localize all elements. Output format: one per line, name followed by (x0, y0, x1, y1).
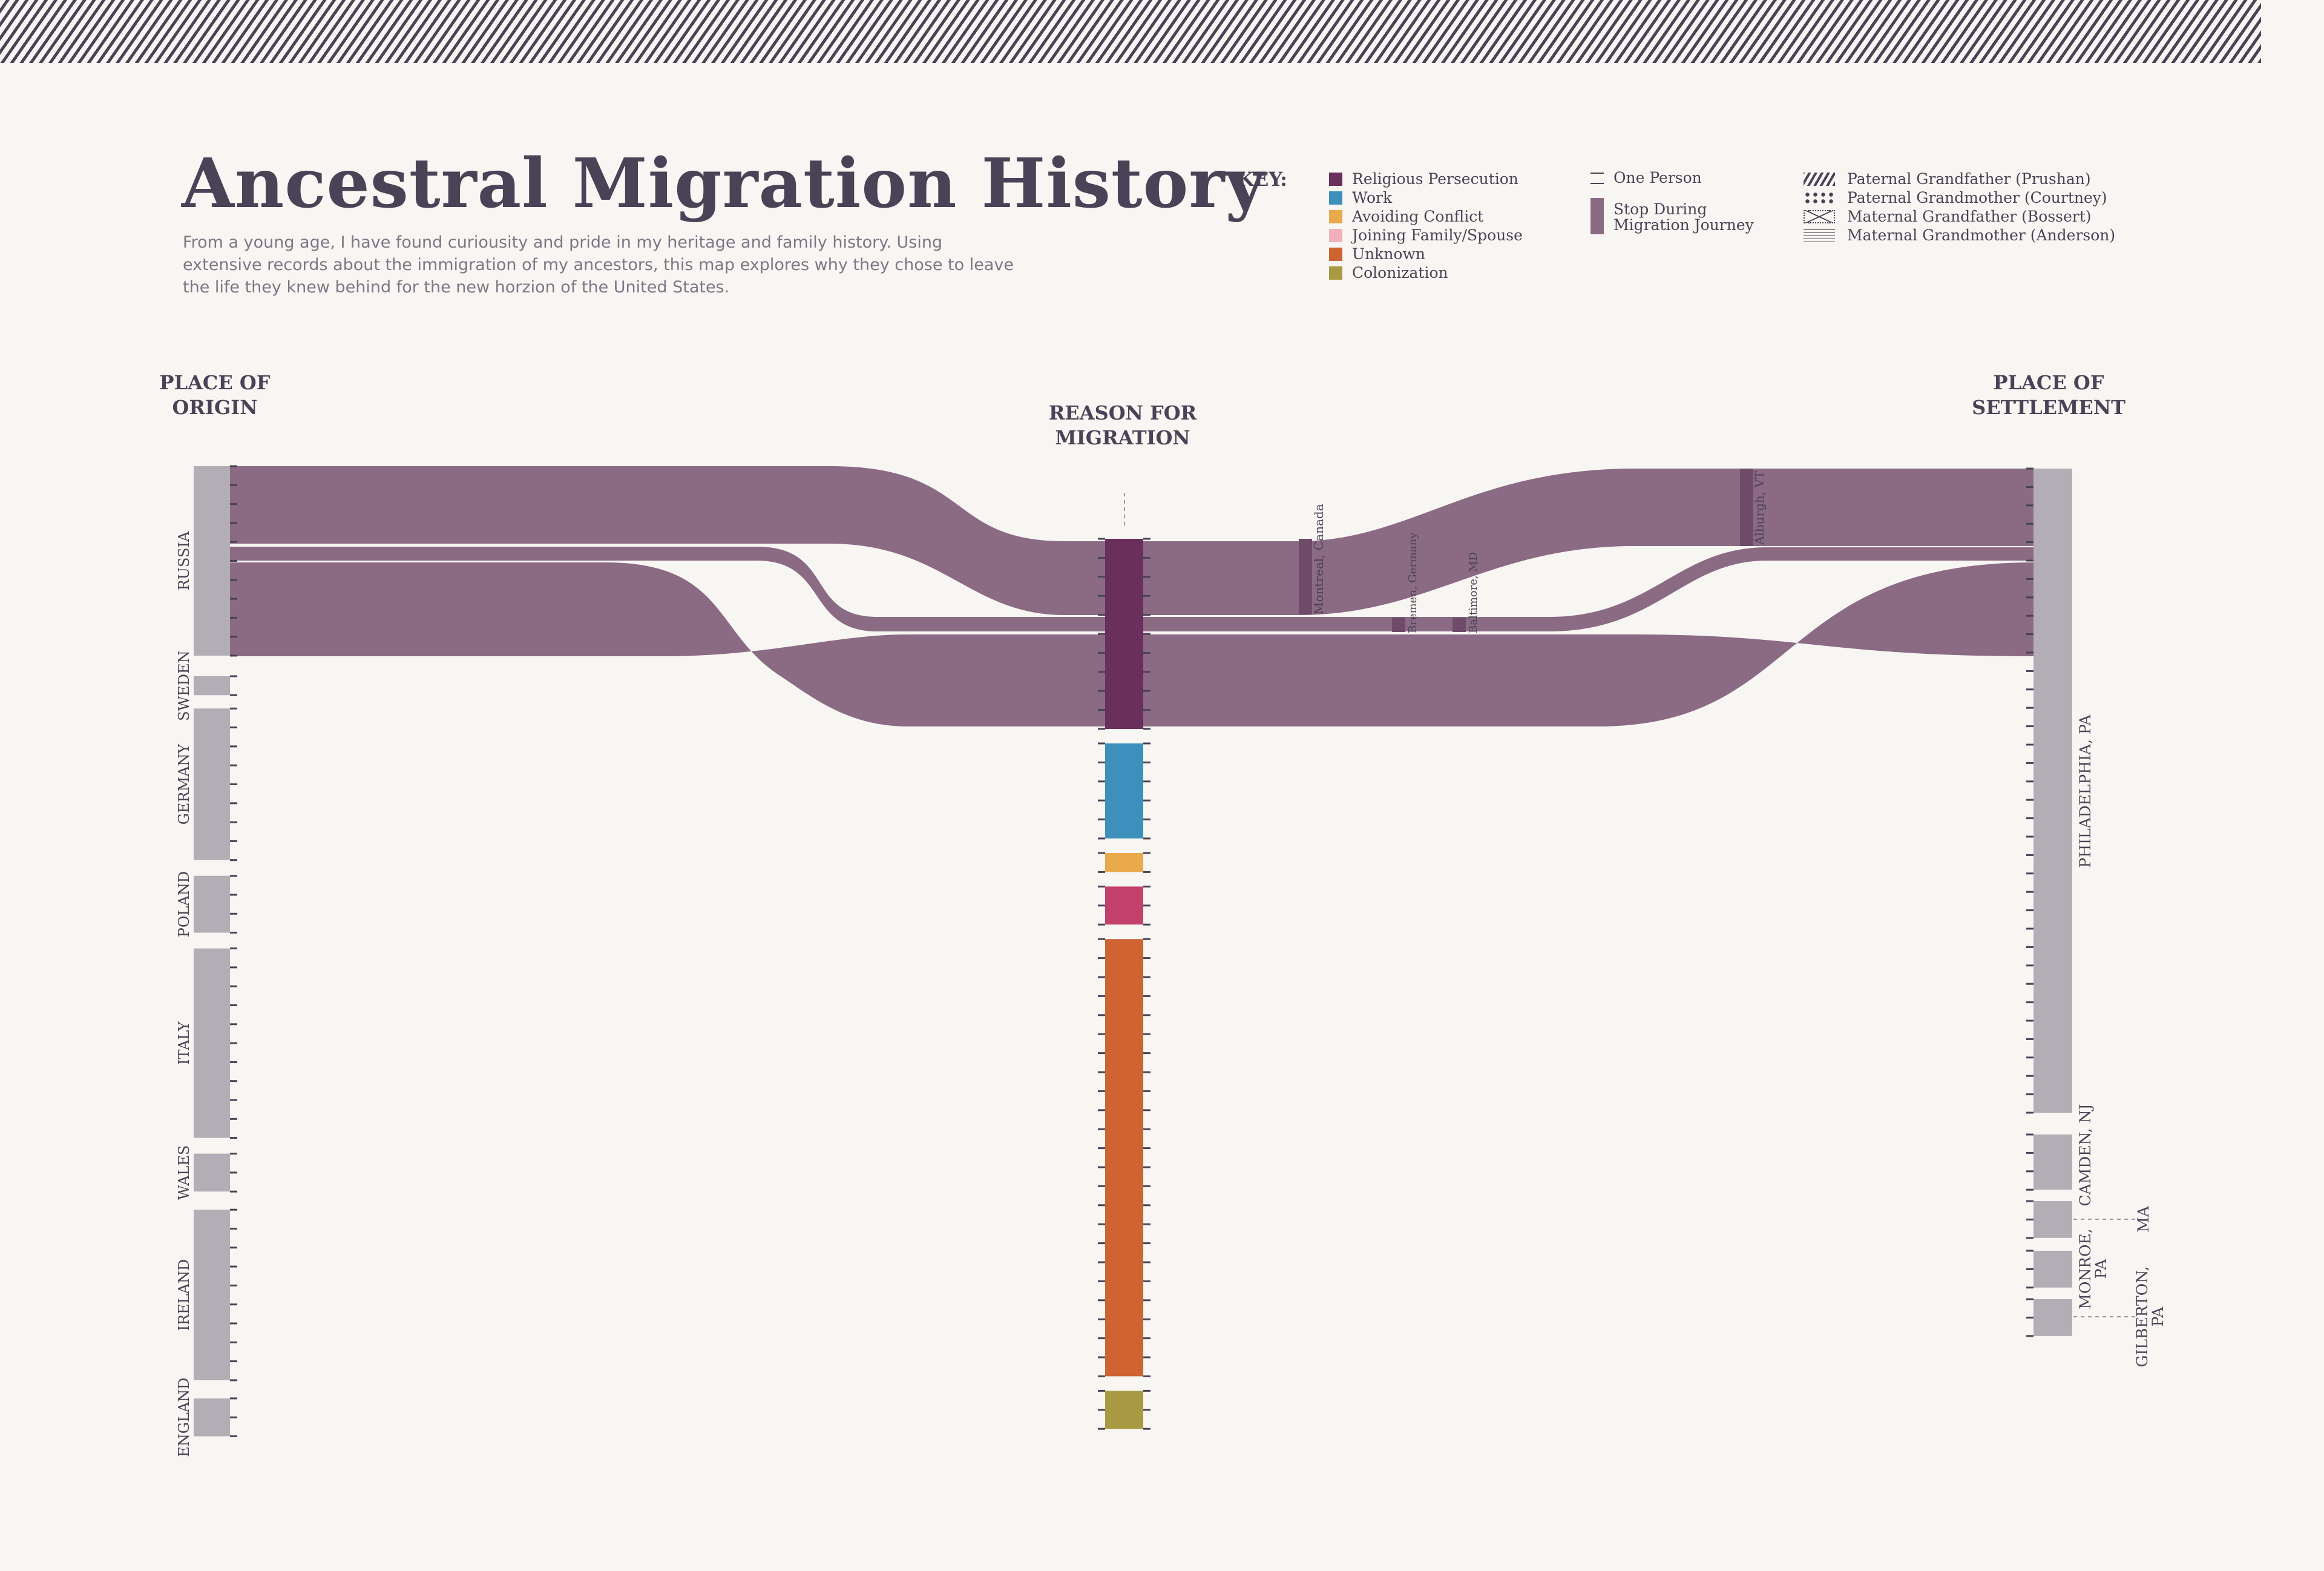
settlement-node-monroe-pa (2034, 1251, 2072, 1288)
legend-label: Avoiding Conflict (1352, 208, 1484, 225)
diagonal-stripes-icon (1804, 172, 1835, 186)
legend-item-colonization: Colonization (1329, 263, 1523, 282)
reason-node-religious-persecution (1105, 539, 1143, 729)
legend-label: Stop During Migration Journey (1613, 200, 1754, 234)
tick-icon (1590, 171, 1604, 185)
label-line: PA (2092, 1259, 2110, 1279)
legend-item-work: Work (1329, 188, 1523, 207)
origin-label-sweden: SWEDEN (176, 650, 192, 720)
legend-item-paternal-grandfather: Paternal Grandfather (Prushan) (1804, 170, 2115, 188)
origin-label-england: ENGLAND (176, 1378, 192, 1457)
settlement-node-philadelphia-pa (2034, 469, 2072, 1113)
reason-node-unknown (1105, 939, 1143, 1377)
origin-label-germany: GERMANY (176, 743, 192, 825)
legend-label: Maternal Grandfather (Bossert) (1847, 208, 2092, 225)
legend-item-one-person: One Person (1590, 168, 1759, 187)
settlement-label-monroe: MONROE,PA (2076, 1228, 2110, 1309)
legend-label: Work (1352, 189, 1393, 206)
horizontal-lines-icon (1804, 228, 1835, 242)
legend-item-paternal-grandmother: Paternal Grandmother (Courtney) (1804, 188, 2115, 207)
legend-item-unknown: Unknown (1329, 245, 1523, 263)
legend-marks: One Person Stop During Migration Journey (1590, 168, 1759, 234)
settlement-node-ma (2034, 1201, 2072, 1238)
origin-label-wales: WALES (176, 1145, 192, 1200)
legend-label: Paternal Grandmother (Courtney) (1847, 189, 2107, 206)
origin-node-sweden (194, 676, 230, 696)
stop-label: Alburgh, VT (1752, 470, 1767, 545)
origin-node-germany (194, 708, 230, 860)
legend-item-avoiding-conflict: Avoiding Conflict (1329, 207, 1523, 226)
legend-item-maternal-grandmother: Maternal Grandmother (Anderson) (1804, 226, 2115, 245)
settlement-label-camden: CAMDEN, NJ (2076, 1104, 2094, 1206)
origin-node-poland (194, 875, 230, 933)
reason-node-work (1105, 743, 1143, 838)
origin-column-heading: PLACE OF ORIGIN (159, 371, 271, 419)
origin-node-wales (194, 1153, 230, 1192)
origin-label-ireland: IRELAND (176, 1259, 192, 1331)
swatch-icon (1329, 191, 1342, 205)
origin-label-poland: POLAND (176, 871, 192, 937)
legend-label: Maternal Grandmother (Anderson) (1847, 226, 2116, 244)
legend-label: One Person (1613, 169, 1702, 186)
key-label: KEY: (1237, 168, 1287, 191)
stop-bar-icon (1590, 198, 1604, 234)
legend-item-stop: Stop During Migration Journey (1590, 198, 1759, 234)
flow-alburgh-philadelphia (1740, 469, 2034, 546)
origin-label-russia: RUSSIA (176, 531, 192, 590)
stop-label: Bremen, Germany (1407, 532, 1419, 633)
stop-label: Baltimore, MD (1467, 552, 1480, 633)
settlement-label-ma: MA (2135, 1205, 2152, 1233)
flow-russia-montreal-alburgh (230, 466, 1740, 615)
swatch-icon (1329, 266, 1342, 280)
reason-node-avoiding-conflict (1105, 853, 1143, 872)
legend-label: Joining Family/Spouse (1352, 226, 1523, 244)
label-line: MONROE, (2076, 1228, 2094, 1309)
flow-russia-bremen-baltimore (230, 547, 2034, 631)
legend-label: Religious Persecution (1352, 170, 1518, 188)
stop-marker (1392, 618, 1405, 632)
label-line: PA (2149, 1306, 2167, 1327)
dots-icon (1804, 191, 1835, 205)
label-line: GILBERTON, (2133, 1266, 2151, 1368)
settlement-label-gilberton: GILBERTON,PA (2133, 1266, 2167, 1368)
swatch-icon (1329, 228, 1342, 242)
settlement-column-heading: PLACE OF SETTLEMENT (1972, 371, 2125, 419)
decorative-stripe-band (0, 0, 2261, 63)
origin-node-russia (194, 466, 230, 656)
settlement-node-gilberton-pa (2034, 1299, 2072, 1336)
origin-node-ireland (194, 1210, 230, 1380)
swatch-icon (1329, 209, 1342, 223)
legend-item-joining-family: Joining Family/Spouse (1329, 226, 1523, 245)
reason-node-colonization (1105, 1391, 1143, 1429)
origin-node-england (194, 1398, 230, 1437)
origin-node-italy (194, 948, 230, 1138)
origin-label-italy: ITALY (176, 1021, 192, 1065)
page-subtitle: From a young age, I have found curiousit… (183, 233, 1014, 297)
stop-label: Montreal, Canada (1311, 504, 1326, 614)
swatch-icon (1329, 172, 1342, 186)
page-title: Ancestral Migration History (182, 144, 1265, 223)
reason-column-heading: REASON FOR MIGRATION (1048, 401, 1197, 449)
settlement-node-camden-nj (2034, 1135, 2072, 1190)
legend-label: Paternal Grandfather (Prushan) (1847, 170, 2091, 188)
legend-reasons: Religious Persecution Work Avoiding Conf… (1329, 170, 1523, 282)
legend-label: Unknown (1352, 245, 1425, 263)
crosses-icon (1804, 209, 1835, 223)
stop-marker (1740, 469, 1753, 546)
reason-node-joining-family-spouse (1105, 886, 1143, 925)
swatch-icon (1329, 247, 1342, 261)
settlement-label-philadelphia: PHILADELPHIA, PA (2076, 714, 2094, 868)
stop-marker (1299, 539, 1312, 614)
stop-marker (1452, 618, 1466, 632)
legend-item-religious-persecution: Religious Persecution (1329, 170, 1523, 188)
legend-label: Colonization (1352, 264, 1448, 282)
legend-ancestors: Paternal Grandfather (Prushan) Paternal … (1804, 170, 2115, 245)
legend-item-maternal-grandfather: Maternal Grandfather (Bossert) (1804, 207, 2115, 226)
